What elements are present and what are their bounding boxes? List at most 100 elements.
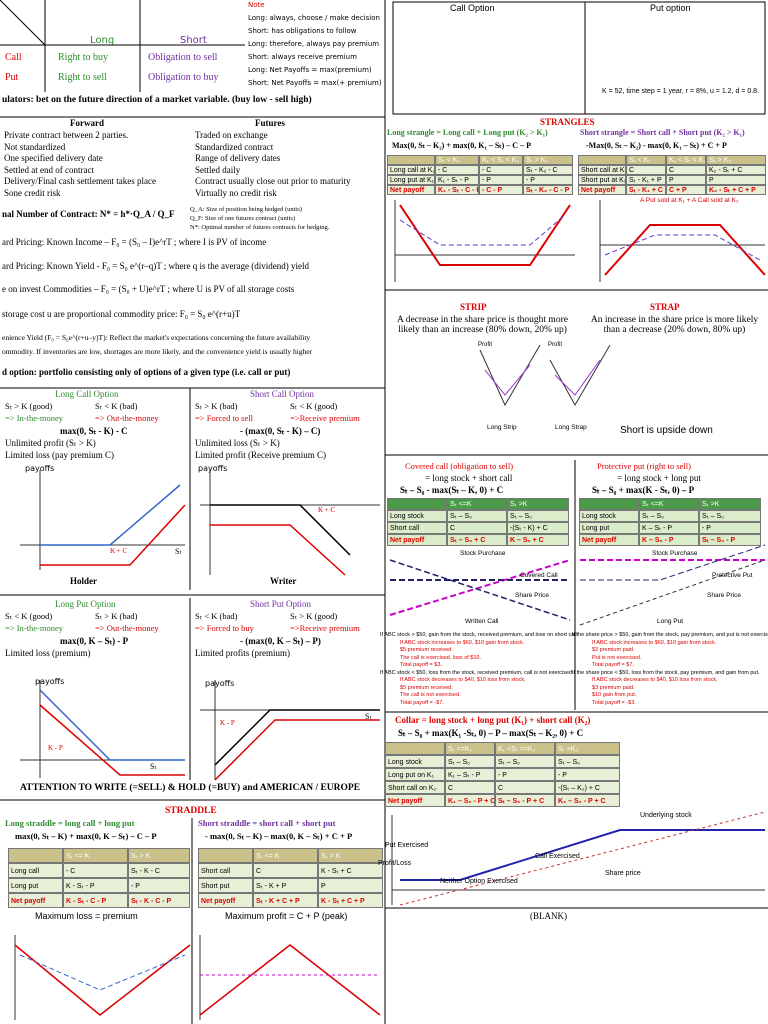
example: $3 premium paid. xyxy=(592,684,635,691)
blank: (BLANK) xyxy=(530,911,567,921)
payoff-cell: C xyxy=(626,165,666,175)
payoff-cell: Sₜ – S₀ - P + C xyxy=(495,794,555,807)
payoff-cell: Sₜ > K₂ xyxy=(523,155,573,165)
payoff-cell xyxy=(387,155,435,165)
axis-label: payoffs xyxy=(198,464,228,473)
payoff-cell: K₁ – Sₜ - P xyxy=(445,768,495,781)
option-header: Short Put Option xyxy=(250,599,312,609)
note: Long: Net Payoffs = max(premium) xyxy=(248,66,372,74)
payoff-cell: Sₜ <=K xyxy=(639,498,699,510)
payoff-cell: Short call xyxy=(387,522,447,534)
payoff-cell: K – S₀ - P xyxy=(639,534,699,546)
payoff-cell: Net payoff xyxy=(578,185,626,195)
tree-title: Call Option xyxy=(450,3,495,13)
example: The call is not exercised. xyxy=(400,692,461,698)
payoff-cell: - P xyxy=(699,522,761,534)
payoff-cell: P xyxy=(706,175,766,185)
note: Long: always, choose / make decision xyxy=(248,14,380,22)
formula: ard Pricing: Known Yield - F₀ = S₀ e^(r–… xyxy=(2,261,310,271)
note: Unlimited loss (Sₜ > K) xyxy=(195,438,280,448)
futures-cell: Traded on exchange xyxy=(195,130,268,140)
payoff-cell: Sₜ - K₂ - C xyxy=(523,165,573,175)
example: $10 gain from put. xyxy=(592,692,637,698)
payoff-cell: Long stock xyxy=(387,510,447,522)
equation: = long stock + long put xyxy=(617,473,701,483)
result: => Forced to buy xyxy=(195,623,254,633)
payoff-cell: K₂ - Sₜ + C xyxy=(706,165,766,175)
payoff-cell: Sₜ >K xyxy=(507,498,569,510)
note: Short: always receive premium xyxy=(248,53,357,61)
result: => Forced to sell xyxy=(195,413,253,423)
example: Total payoff = $7. xyxy=(592,662,634,668)
payoff-cell: Sₜ <=K₁ xyxy=(445,742,495,755)
payoff-cell xyxy=(387,498,447,510)
futures-cell: Range of delivery dates xyxy=(195,153,281,163)
result: => Out-the-money xyxy=(95,413,159,423)
payoff-cell: Long put on K₁ xyxy=(385,768,445,781)
forward-cell: Not standardized xyxy=(4,141,66,152)
axis-label: Sₜ xyxy=(365,712,372,721)
section-title: Collar = long stock + long put (K₁) + sh… xyxy=(395,715,591,725)
example: If ABC stock < $50, loss from the stock,… xyxy=(380,669,574,676)
note: Long: therefore, always pay premium xyxy=(248,40,380,48)
speculators: ulators: bet on the future direction of … xyxy=(2,95,312,105)
payoff-cell: C xyxy=(495,781,555,794)
payoff-cell: Sₜ < K₁ xyxy=(435,155,479,165)
payoff-cell: Sₜ – S₀ xyxy=(555,755,620,768)
example: If ABC stock decreases to $40, $10 loss … xyxy=(400,677,526,683)
example: $5 premium received. xyxy=(400,647,453,653)
chart-label: Long Strap xyxy=(555,424,587,431)
payoff-cell: K₁ – S₀ - P + C xyxy=(445,794,495,807)
case: Sₜ > K (good) xyxy=(5,401,53,411)
payoff-cell: -(Sₜ - K) + C xyxy=(507,522,569,534)
payoff-cell: Long put xyxy=(8,878,63,893)
payoff-cell: K₂ – S₀ - P + C xyxy=(555,794,620,807)
obligation: Obligation to sell xyxy=(148,52,218,63)
forward-cell: Settled at end of contract xyxy=(4,164,94,175)
payoff-cell: Long stock xyxy=(579,510,639,522)
note: Unlimited profit (Sₜ > K) xyxy=(5,438,96,448)
payoff-cell xyxy=(8,848,63,863)
formula: storage cost u are proportional commodit… xyxy=(2,309,241,319)
payoff-cell: Net payoff xyxy=(385,794,445,807)
formula: d option: portfolio consisting only of o… xyxy=(2,367,291,377)
formula: ommodity. If inventories are low, shorta… xyxy=(2,347,313,356)
axis-label: payoffs xyxy=(25,464,55,473)
formula: nal Number of Contract: N* = h*·Q_A / Q_… xyxy=(2,209,175,219)
payoff-cell: - C xyxy=(479,165,523,175)
payoff-cell: Long call at K₂ xyxy=(387,165,435,175)
payoff-cell: Long put xyxy=(579,522,639,534)
payoff-cell: Sₜ - K - C - P xyxy=(128,893,190,908)
payoff-cell: - P xyxy=(523,175,573,185)
forward-cell: Sone credit risk xyxy=(4,187,61,198)
example: Total payoff = $3. xyxy=(400,662,442,668)
caption: Maximum profit = C + P (peak) xyxy=(225,911,348,921)
chart-label: Profit/Loss xyxy=(378,860,412,867)
formula: - max(0, Sₜ – K) – max(0, K – Sₜ) + C + … xyxy=(205,831,353,841)
payoff-cell: K - Sₜ + C xyxy=(318,863,383,878)
result: => Out-the-money xyxy=(95,623,159,633)
subtitle: Short straddle = short call + short put xyxy=(198,818,336,828)
chart-label: Long Put xyxy=(657,618,684,625)
chart-label: Protective Put xyxy=(712,572,753,579)
header-short: Short xyxy=(180,35,207,46)
payoff-cell: Sₜ - K₁ + C + P xyxy=(626,185,666,195)
formula: e on invest Commodities – F₀ = (S₀ + U)e… xyxy=(2,284,295,294)
payoff-cell: -(Sₜ – K₂) + C xyxy=(555,781,620,794)
chart-label: Underlying stock xyxy=(640,812,692,819)
payoff-cell: Sₜ > K xyxy=(128,848,190,863)
payoff: - (max(0, Sₜ - K) – C) xyxy=(240,426,321,436)
forward-cell: One specified delivery date xyxy=(4,153,103,163)
payoff-cell: Sₜ – S₀ - P xyxy=(699,534,761,546)
contract-note: Q_F: Size of one futures contract (units… xyxy=(190,215,296,222)
futures-cell: Contract usually close out prior to matu… xyxy=(195,176,351,186)
chart-label: Share Price xyxy=(515,592,549,599)
futures-cell: Virtually no credit risk xyxy=(195,187,277,198)
payoff-cell: Short put xyxy=(198,878,253,893)
payoff-cell: Sₜ >K xyxy=(699,498,761,510)
payoff-cell: K₁ < Sₜ < K₂ xyxy=(479,155,523,165)
payoff-cell: Sₜ <= K xyxy=(63,848,128,863)
payoff-cell: - P xyxy=(495,768,555,781)
example: Total payoff = -$3. xyxy=(592,699,636,706)
payoff-cell: Sₜ – S₀ xyxy=(445,755,495,768)
